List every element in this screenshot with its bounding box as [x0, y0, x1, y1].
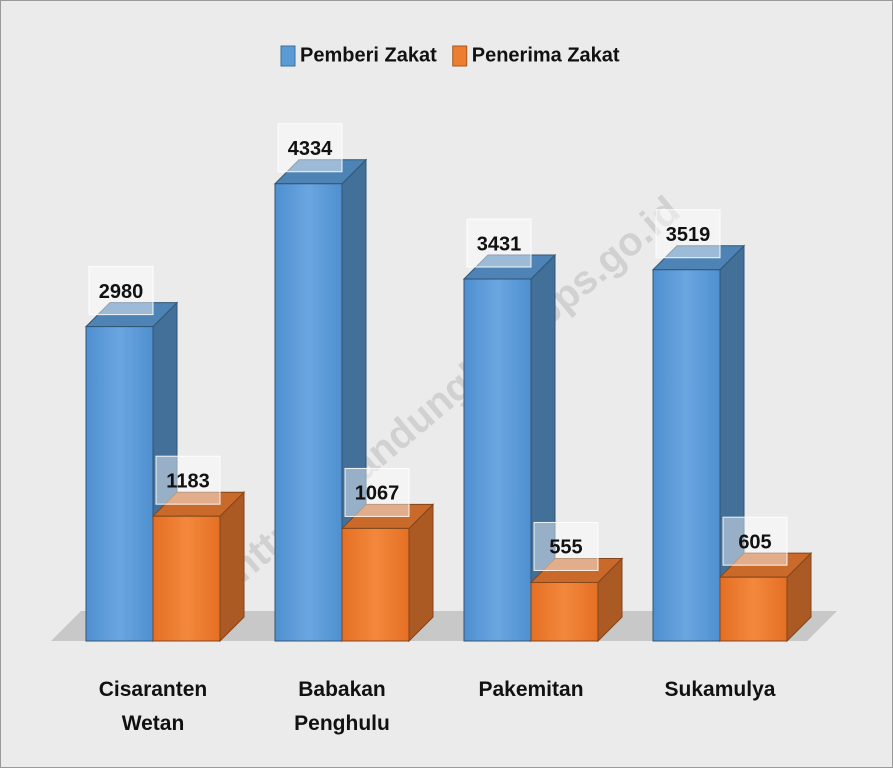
data-label-box: [88, 266, 154, 316]
bar: [718, 551, 813, 643]
data-label-box: [655, 209, 721, 259]
bar-front: [463, 278, 532, 642]
data-label: 3519: [666, 224, 711, 246]
data-label: 4334: [288, 138, 333, 160]
bar-front: [530, 581, 599, 642]
data-label: 2980: [99, 281, 144, 303]
data-label: 3431: [477, 233, 522, 255]
bar-front: [152, 515, 221, 642]
data-label-box: [344, 467, 410, 517]
floor: [51, 611, 837, 641]
x-tick-label: Pakemitan: [478, 678, 584, 701]
data-label-box: [722, 516, 788, 566]
legend-label: Pemberi Zakat: [300, 44, 437, 66]
bar-front: [341, 527, 410, 642]
data-label-box: [155, 455, 221, 505]
x-tick-label: Cisaranten Wetan: [98, 678, 208, 735]
bar-front: [719, 576, 788, 642]
bar: [651, 244, 746, 643]
x-tick-label: Sukamulya: [664, 678, 776, 701]
data-label-box: [466, 218, 532, 268]
legend-swatch: [280, 45, 296, 67]
data-label-box: [277, 123, 343, 173]
bar: [151, 490, 246, 643]
data-label-box: [533, 521, 599, 571]
data-label: 605: [738, 531, 771, 553]
bar-front: [274, 183, 343, 642]
data-label: 1067: [355, 483, 400, 505]
bar: [462, 253, 557, 643]
bar: [340, 503, 435, 643]
bar-side: [219, 490, 245, 643]
legend-label: Penerima Zakat: [472, 44, 620, 66]
data-label: 1183: [166, 470, 209, 492]
bar-front: [652, 269, 721, 642]
legend-swatch: [452, 45, 468, 67]
x-tick-label: Babakan Penghulu: [294, 678, 390, 735]
bar-front: [85, 326, 154, 642]
data-label: 555: [549, 537, 582, 559]
